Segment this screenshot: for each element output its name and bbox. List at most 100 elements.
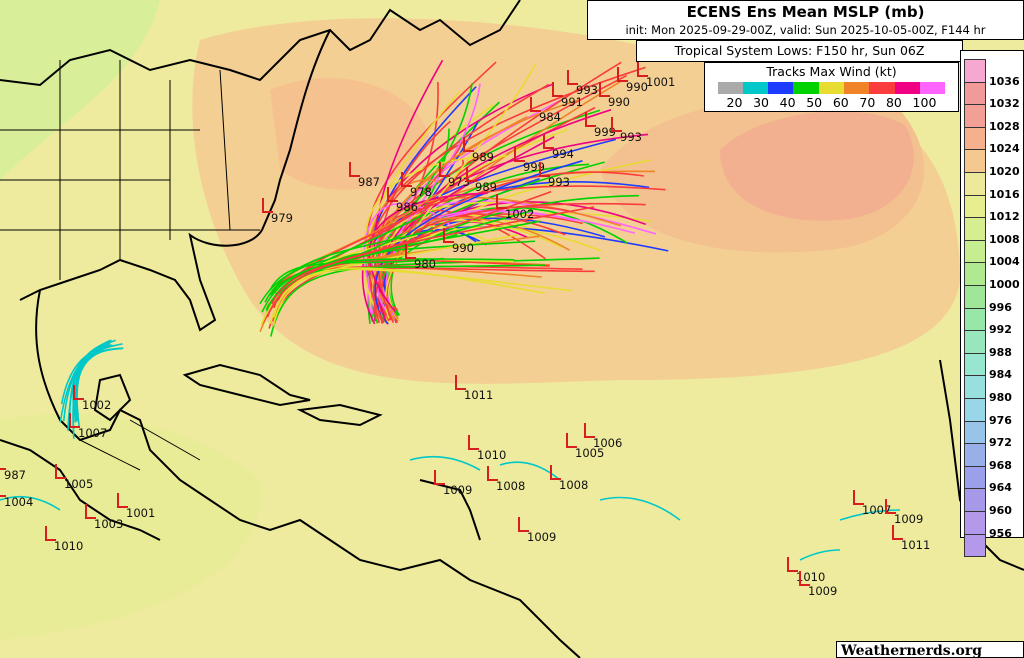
low-marker: 1010 xyxy=(45,526,83,553)
low-symbol-icon xyxy=(892,525,903,540)
coastline xyxy=(19,29,331,332)
low-marker: 993 xyxy=(611,117,642,144)
ensemble-track xyxy=(376,83,481,313)
low-symbol-icon xyxy=(463,137,474,152)
colorbar-cell xyxy=(964,104,986,128)
low-symbol-icon xyxy=(466,167,477,182)
low-symbol-icon xyxy=(69,413,80,428)
low-symbol-icon xyxy=(443,228,454,243)
ensemble-track xyxy=(271,233,431,305)
low-symbol-icon xyxy=(434,470,445,485)
low-marker: 1005 xyxy=(55,464,93,491)
colorbar-label: 960 xyxy=(989,504,1012,517)
low-pressure-label: 1011 xyxy=(901,538,930,552)
low-marker: 993 xyxy=(539,162,570,189)
wind-legend-label: 20 xyxy=(726,95,743,110)
low-pressure-label: 1009 xyxy=(808,584,837,598)
ensemble-track xyxy=(72,347,124,439)
low-symbol-icon xyxy=(552,82,563,97)
wind-legend-label: 100 xyxy=(912,95,937,110)
ensemble-track xyxy=(373,202,646,324)
wind-legend-title: Tracks Max Wind (kt) xyxy=(766,64,897,79)
low-pressure-label: 1005 xyxy=(64,477,93,491)
low-symbol-icon xyxy=(885,499,896,514)
low-symbol-icon xyxy=(611,117,622,132)
colorbar-cell xyxy=(964,285,986,309)
low-pressure-label: 993 xyxy=(548,175,570,189)
low-marker: 989 xyxy=(466,167,497,194)
wind-legend-swatch xyxy=(717,82,743,94)
state-borders xyxy=(0,60,260,471)
colorbar-cell xyxy=(964,443,986,467)
low-symbol-icon xyxy=(262,198,273,213)
low-pressure-label: 993 xyxy=(620,130,642,144)
low-pressure-label: 1009 xyxy=(894,512,923,526)
low-marker: 979 xyxy=(262,198,293,225)
low-marker: 1007 xyxy=(853,490,891,517)
coastline xyxy=(0,0,521,87)
low-symbol-icon xyxy=(567,70,578,85)
low-marker: 1007 xyxy=(69,413,107,440)
low-pressure-label: 1005 xyxy=(575,446,604,460)
low-pressure-label: 1006 xyxy=(593,436,622,450)
low-marker: 1004 xyxy=(0,495,33,509)
ensemble-track xyxy=(384,64,537,319)
low-pressure-label: 990 xyxy=(626,80,648,94)
wind-legend-colors xyxy=(717,82,946,94)
low-pressure-label: 993 xyxy=(576,83,598,97)
ensemble-track xyxy=(264,229,434,303)
low-symbol-icon xyxy=(585,112,596,127)
low-symbol-icon xyxy=(468,435,479,450)
low-marker: 973 xyxy=(439,162,470,189)
ensemble-track xyxy=(269,267,545,324)
coastline xyxy=(296,403,383,427)
mslp-colorbar: 1036 1032 1028 1024 1020 1016 1012 1008 1004 1000… xyxy=(960,50,1024,558)
low-pressure-label: 978 xyxy=(410,185,432,199)
low-marker: 978 xyxy=(401,172,432,199)
low-symbol-icon xyxy=(637,62,648,77)
colorbar-cell xyxy=(964,398,986,422)
low-pressure-label: 973 xyxy=(448,175,470,189)
low-marker: 980 xyxy=(405,244,436,271)
colorbar-label: 1004 xyxy=(989,255,1020,269)
ensemble-track xyxy=(364,155,508,313)
low-pressure-label: 984 xyxy=(539,110,561,124)
low-symbol-icon xyxy=(117,493,128,508)
high-pressure-area-west xyxy=(270,78,430,190)
low-pressure-label: 990 xyxy=(608,95,630,109)
high-pressure-center xyxy=(720,111,914,221)
colorbar-label: 968 xyxy=(989,458,1012,472)
low-pressure-label: 1010 xyxy=(54,539,83,553)
title-box: ECENS Ens Mean MSLP (mb) init: Mon 2025-… xyxy=(587,0,1024,40)
ensemble-track xyxy=(363,90,461,317)
low-pressure-label: 989 xyxy=(475,180,497,194)
coastline xyxy=(93,373,132,422)
low-pressure-label: 1001 xyxy=(126,506,155,520)
low-pressure-label: 1002 xyxy=(82,398,111,412)
low-marker: 1009 xyxy=(799,571,837,598)
low-symbol-icon xyxy=(566,433,577,448)
border xyxy=(129,419,201,461)
colorbar-cell xyxy=(964,488,986,512)
colorbar-cell xyxy=(964,262,986,286)
low-symbol-icon xyxy=(85,504,96,519)
border xyxy=(219,69,231,231)
low-pressure-label: 1009 xyxy=(443,483,472,497)
low-pressure-label: 989 xyxy=(472,150,494,164)
colorbar-cell xyxy=(964,126,986,151)
low-pressure-label: 999 xyxy=(523,160,545,174)
low-marker: 994 xyxy=(543,134,574,161)
low-marker: 990 xyxy=(443,228,474,255)
wind-legend-label: 70 xyxy=(859,95,876,110)
low-marker: 1005 xyxy=(566,433,604,460)
low-marker: 1006 xyxy=(584,423,622,450)
colorbar-cell xyxy=(964,511,986,535)
low-marker: 1009 xyxy=(885,499,923,526)
colorbar-cell xyxy=(964,239,986,264)
low-pressure-label: 1010 xyxy=(477,448,506,462)
ensemble-track xyxy=(368,192,488,313)
low-marker: 993 xyxy=(567,70,598,97)
low-symbol-icon xyxy=(0,495,6,497)
border xyxy=(79,439,141,471)
